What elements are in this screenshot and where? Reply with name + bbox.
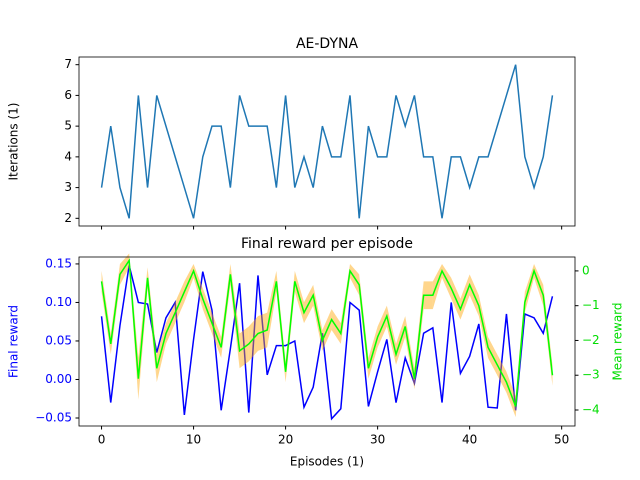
y-tick-label: 0.15 (45, 256, 72, 270)
y-tick-label: 6 (64, 88, 72, 102)
y-tick-label: −3 (582, 368, 600, 382)
y-tick-label: −2 (582, 333, 600, 347)
chart-title: AE-DYNA (296, 36, 359, 52)
y-axis-label: Final reward (7, 305, 21, 378)
y-tick-label: 0.00 (45, 372, 72, 386)
series-line (100, 64, 554, 219)
std-band (119, 253, 130, 285)
y2-axis-label: Mean reward (611, 302, 625, 380)
x-tick-label: 10 (186, 433, 201, 447)
y-tick-label: 2 (64, 211, 72, 225)
y-tick-label: −0.05 (35, 410, 72, 424)
std-band (350, 263, 360, 296)
y-tick-label: 7 (64, 57, 72, 71)
x-tick-label: 0 (98, 433, 106, 447)
y-tick-label: 3 (64, 180, 72, 194)
x-tick-label: 50 (554, 433, 569, 447)
y-tick-label: 4 (64, 149, 72, 163)
y-tick-label: −1 (582, 298, 600, 312)
series-line (100, 258, 554, 407)
x-axis-label: Episodes (1) (290, 455, 364, 469)
y-tick-label: 5 (64, 119, 72, 133)
axes-frame (78, 256, 576, 427)
y-tick-label: 0.10 (45, 295, 72, 309)
y-tick-label: 0.05 (45, 333, 72, 347)
std-band (442, 263, 452, 299)
axes-frame (78, 56, 576, 227)
y-tick-label: 0 (582, 263, 590, 277)
chart-title: Final reward per episode (241, 236, 413, 252)
x-tick-label: 20 (278, 433, 293, 447)
x-tick-label: 30 (370, 433, 385, 447)
x-tick-label: 40 (462, 433, 477, 447)
series-line (100, 265, 554, 421)
y-tick-label: −4 (582, 403, 600, 417)
y-axis-label: Iterations (1) (7, 103, 21, 181)
std-band (432, 263, 443, 310)
